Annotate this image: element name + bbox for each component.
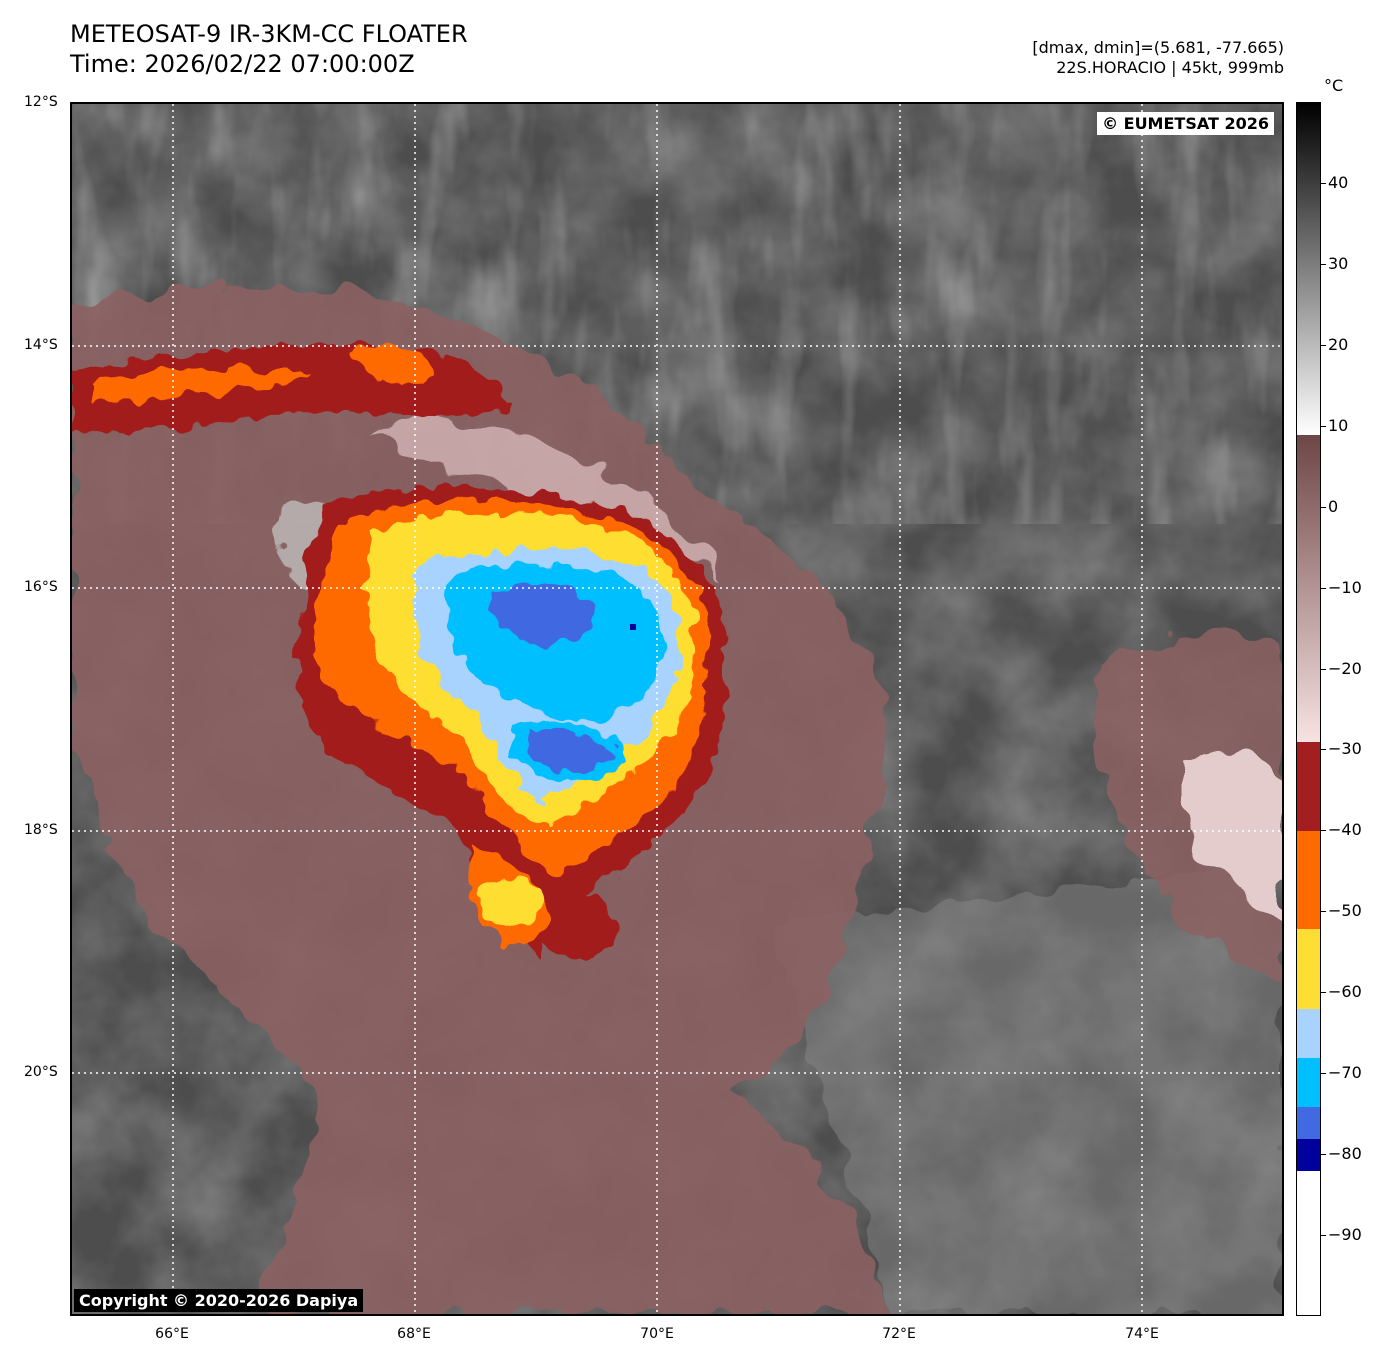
colorbar-tick <box>1321 506 1326 508</box>
colorbar-tick-label: −90 <box>1328 1225 1362 1245</box>
lat-label-14s: 14°S <box>24 337 58 353</box>
lon-label-68e: 68°E <box>397 1326 431 1342</box>
colorbar-tick-label: −70 <box>1328 1063 1362 1083</box>
colorbar-tick <box>1321 1073 1326 1075</box>
colorbar-segment <box>1297 1058 1320 1107</box>
colorbar-tick-label: 20 <box>1328 334 1349 354</box>
lon-label-72e: 72°E <box>882 1326 916 1342</box>
lat-label-12s: 12°S <box>24 94 58 110</box>
colorbar-tick-label: −40 <box>1328 820 1362 840</box>
colorbar-tick <box>1321 344 1326 346</box>
colorbar-tick-label: −30 <box>1328 739 1362 759</box>
storm-info: 22S.HORACIO | 45kt, 999mb <box>1056 58 1284 77</box>
lon-label-74e: 74°E <box>1125 1326 1159 1342</box>
colorbar <box>1296 102 1321 1316</box>
lat-label-16s: 16°S <box>24 579 58 595</box>
colorbar-tick <box>1321 992 1326 994</box>
colorbar-segment <box>1297 928 1320 1010</box>
colorbar-segment <box>1297 1171 1320 1315</box>
colorbar-tick <box>1321 911 1326 913</box>
colorbar-tick-label: 40 <box>1328 172 1349 192</box>
eumetsat-credit: © EUMETSAT 2026 <box>1097 112 1274 135</box>
colorbar-segment <box>1297 103 1320 435</box>
colorbar-tick-label: 0 <box>1328 496 1339 516</box>
colorbar-unit: °C <box>1324 76 1344 95</box>
lon-label-70e: 70°E <box>640 1326 674 1342</box>
gridlines <box>72 104 1282 1314</box>
colorbar-tick <box>1321 668 1326 670</box>
colorbar-tick <box>1321 830 1326 832</box>
colorbar-tick <box>1321 749 1326 751</box>
colorbar-tick-label: 30 <box>1328 253 1349 273</box>
colorbar-tick <box>1321 1154 1326 1156</box>
colorbar-segment <box>1297 1106 1320 1139</box>
colorbar-segment <box>1297 831 1320 929</box>
colorbar-tick <box>1321 263 1326 265</box>
colorbar-segment <box>1297 742 1320 832</box>
colorbar-tick-label: −60 <box>1328 982 1362 1002</box>
satellite-map[interactable]: © EUMETSAT 2026 Copyright © 2020-2026 Da… <box>70 102 1284 1316</box>
colorbar-segment <box>1297 434 1320 743</box>
colorbar-tick-label: −80 <box>1328 1144 1362 1164</box>
colorbar-tick-label: −50 <box>1328 901 1362 921</box>
product-title: METEOSAT-9 IR-3KM-CC FLOATER <box>70 20 468 48</box>
copyright-credit: Copyright © 2020-2026 Dapiya <box>74 1289 364 1312</box>
lat-label-18s: 18°S <box>24 822 58 838</box>
colorbar-tick <box>1321 587 1326 589</box>
colorbar-tick-label: 10 <box>1328 415 1349 435</box>
dmax-dmin-readout: [dmax, dmin]=(5.681, -77.665) <box>1032 38 1284 57</box>
satellite-imagery <box>72 104 1282 1314</box>
lat-label-20s: 20°S <box>24 1064 58 1080</box>
colorbar-segment <box>1297 1138 1320 1172</box>
colorbar-tick <box>1321 182 1326 184</box>
colorbar-segment <box>1297 1009 1320 1058</box>
lon-label-66e: 66°E <box>155 1326 189 1342</box>
valid-time: Time: 2026/02/22 07:00:00Z <box>70 50 415 78</box>
colorbar-tick-label: −20 <box>1328 658 1362 678</box>
colorbar-tick <box>1321 425 1326 427</box>
colorbar-tick <box>1321 1235 1326 1237</box>
colorbar-tick-label: −10 <box>1328 577 1362 597</box>
coldest-pixel <box>630 624 636 630</box>
